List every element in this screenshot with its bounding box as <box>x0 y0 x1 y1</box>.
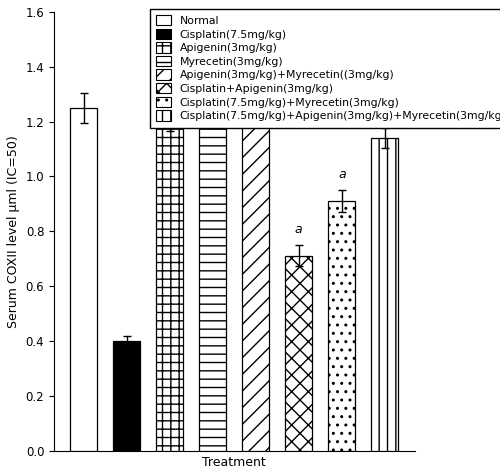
Bar <box>200 108 226 450</box>
Bar <box>70 108 97 450</box>
Legend: Normal, Cisplatin(7.5mg/kg), Apigenin(3mg/kg), Myrecetin(3mg/kg), Apigenin(3mg/k: Normal, Cisplatin(7.5mg/kg), Apigenin(3m… <box>150 9 500 128</box>
Text: a,b,c: a,b,c <box>370 105 400 118</box>
Bar <box>372 138 398 450</box>
Y-axis label: Serum COXII level μml (IC=50): Serum COXII level μml (IC=50) <box>7 135 20 327</box>
Bar <box>328 201 355 450</box>
Bar <box>114 341 140 450</box>
Bar <box>156 116 183 450</box>
Text: a: a <box>295 223 302 236</box>
Bar <box>286 256 312 450</box>
X-axis label: Treatment: Treatment <box>202 456 266 469</box>
Text: a: a <box>338 168 345 180</box>
Bar <box>242 97 269 450</box>
Text: *: * <box>252 60 259 74</box>
